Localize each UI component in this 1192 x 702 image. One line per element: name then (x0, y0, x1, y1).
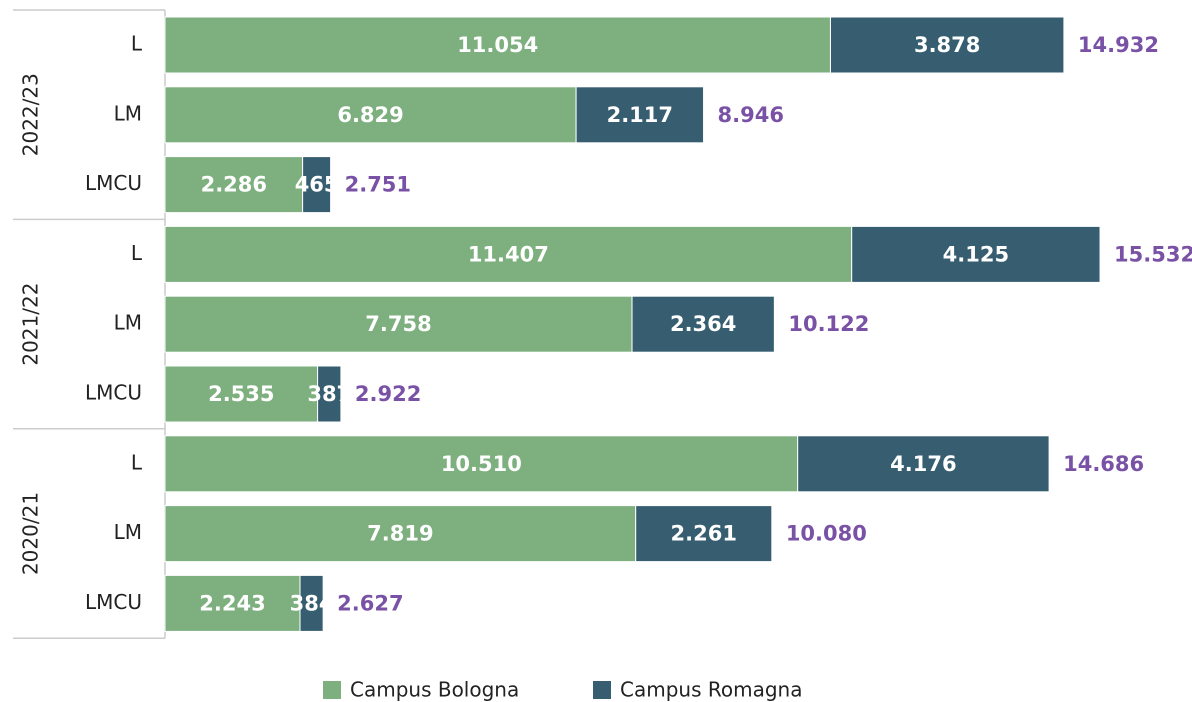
value-label: 4.176 (890, 452, 956, 476)
value-label: 2.286 (201, 173, 267, 197)
group-label: 2021/22 (19, 283, 43, 366)
value-label: 6.829 (337, 103, 403, 127)
value-label: 2.535 (208, 382, 274, 406)
legend-label: Campus Bologna (350, 678, 519, 702)
bar-segment (164, 156, 304, 214)
group-label: 2022/23 (19, 73, 43, 156)
value-label: 3.878 (914, 33, 980, 57)
bar-segment (631, 295, 775, 353)
group-label: 2020/21 (19, 492, 43, 575)
bar-segment (317, 365, 342, 423)
bar-segment (164, 16, 831, 74)
total-label: 14.932 (1078, 33, 1159, 57)
category-label: L (131, 241, 143, 265)
total-label: 2.922 (355, 382, 421, 406)
value-label: 2.364 (670, 312, 736, 336)
bar-segment (302, 156, 332, 214)
legend-swatch (323, 681, 341, 699)
value-label: 2.243 (199, 591, 265, 615)
value-label: 2.117 (607, 103, 673, 127)
value-label: 7.758 (365, 312, 431, 336)
category-label: LM (114, 520, 142, 544)
category-label: L (131, 32, 143, 56)
category-label: LMCU (85, 171, 142, 195)
value-label: 7.819 (367, 522, 433, 546)
bar-segment (164, 505, 637, 563)
bar-segment (164, 435, 799, 493)
category-label: L (131, 450, 143, 474)
bar-segment (164, 295, 633, 353)
bar-segment (164, 86, 577, 144)
bar-segment (299, 574, 324, 632)
total-label: 15.532 (1114, 242, 1192, 266)
category-label: LM (114, 101, 142, 125)
bar-segment (575, 86, 705, 144)
bar-segment (164, 225, 853, 283)
bar-segment (164, 574, 301, 632)
bar-segment (797, 435, 1050, 493)
value-label: 10.510 (441, 452, 522, 476)
value-label: 11.407 (468, 242, 549, 266)
total-label: 2.751 (345, 173, 411, 197)
total-label: 2.627 (337, 591, 403, 615)
category-label: LM (114, 311, 142, 335)
value-label: 11.054 (457, 33, 538, 57)
legend-label: Campus Romagna (620, 678, 802, 702)
bar-segment (851, 225, 1101, 283)
total-label: 14.686 (1063, 452, 1144, 476)
bar-segment (829, 16, 1065, 74)
value-label: 4.125 (943, 242, 1009, 266)
total-label: 8.946 (718, 103, 784, 127)
value-label: 384 (290, 591, 334, 615)
value-label: 2.261 (671, 522, 737, 546)
bar-segment (635, 505, 773, 563)
value-label: 465 (295, 173, 339, 197)
total-label: 10.080 (786, 522, 867, 546)
category-label: LMCU (85, 590, 142, 614)
bar-segment (164, 365, 319, 423)
value-label: 387 (307, 382, 351, 406)
total-label: 10.122 (788, 312, 869, 336)
legend-swatch (593, 681, 611, 699)
category-label: LMCU (85, 381, 142, 405)
